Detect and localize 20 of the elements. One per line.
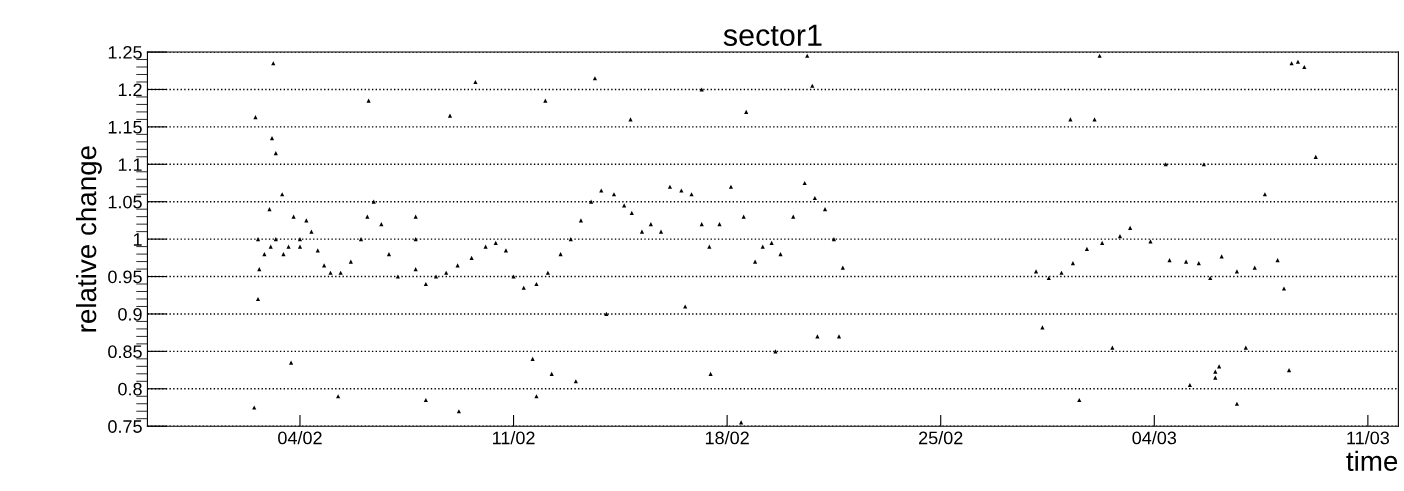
x-tick-label: 18/02 [705,431,749,445]
chart-title: sector1 [723,24,822,47]
y-tick-label: 1.05 [108,195,142,209]
y-tick-label: 0.75 [108,420,142,433]
y-tick-label: 0.8 [118,382,142,396]
y-tick-label: 1.1 [118,158,142,171]
y-tick-label: 1 [133,233,142,246]
y-tick-label: 1.2 [118,83,142,96]
y-tick-label: 0.85 [108,345,142,359]
x-axis-title: time [1346,450,1398,472]
x-tick-label: 11/03 [1347,431,1390,445]
y-tick-label: 0.95 [108,270,142,284]
x-tick-label: 11/02 [493,431,535,445]
y-tick-label: 0.9 [118,307,142,321]
x-tick-label: 04/02 [278,431,322,445]
x-tick-label: 04/03 [1132,431,1177,445]
y-axis-title: relative change [75,146,102,332]
y-tick-label: 1.25 [108,45,142,59]
x-tick-label: 25/02 [919,431,963,445]
y-tick-label: 1.15 [108,121,142,134]
